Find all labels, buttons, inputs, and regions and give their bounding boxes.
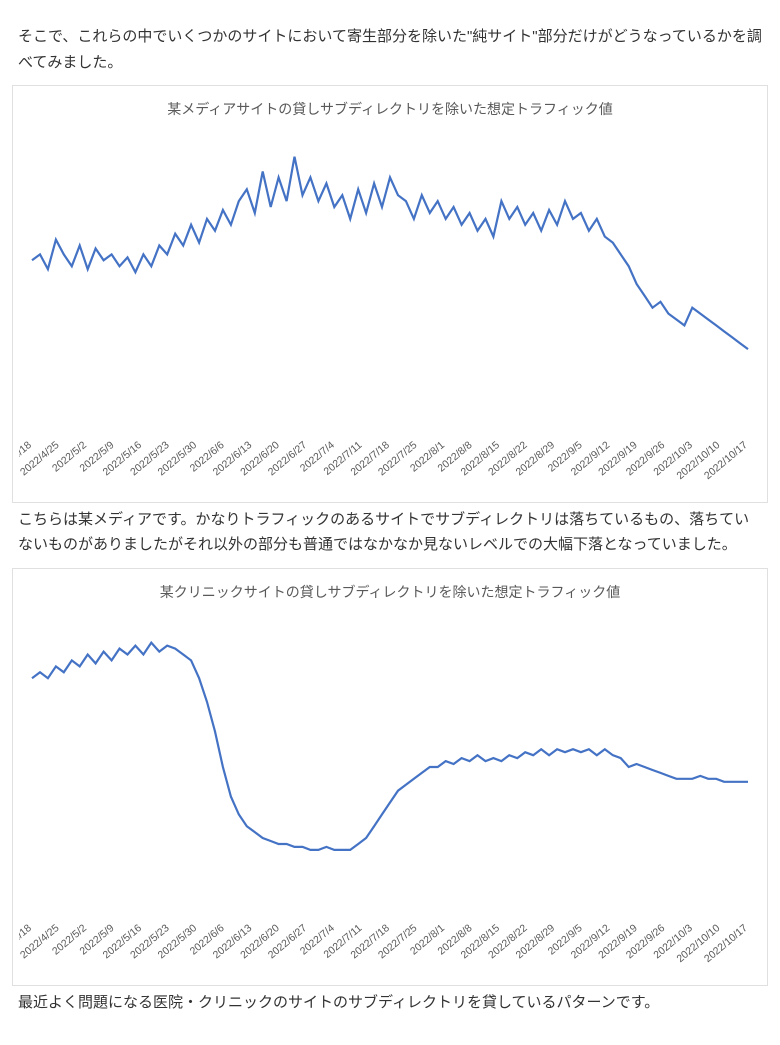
mid-paragraph: こちらは某メディアです。かなりトラフィックのあるサイトでサブディレクトリは落ちて…	[18, 507, 762, 558]
chart1-svg: 2022/4/182022/4/252022/5/22022/5/92022/5…	[19, 130, 761, 498]
intro-paragraph: そこで、これらの中でいくつかのサイトにおいて寄生部分を除いた"純サイト"部分だけ…	[18, 24, 762, 75]
chart2-svg: 2022/4/182022/4/252022/5/22022/5/92022/5…	[19, 613, 761, 981]
chart-clinic-traffic: 某クリニックサイトの貸しサブディレクトリを除いた想定トラフィック値 2022/4…	[12, 568, 768, 986]
chart-media-traffic: 某メディアサイトの貸しサブディレクトリを除いた想定トラフィック値 2022/4/…	[12, 85, 768, 503]
chart1-title: 某メディアサイトの貸しサブディレクトリを除いた想定トラフィック値	[19, 98, 761, 122]
outro-paragraph: 最近よく問題になる医院・クリニックのサイトのサブディレクトリを貸しているパターン…	[18, 990, 762, 1016]
chart2-title: 某クリニックサイトの貸しサブディレクトリを除いた想定トラフィック値	[19, 581, 761, 605]
